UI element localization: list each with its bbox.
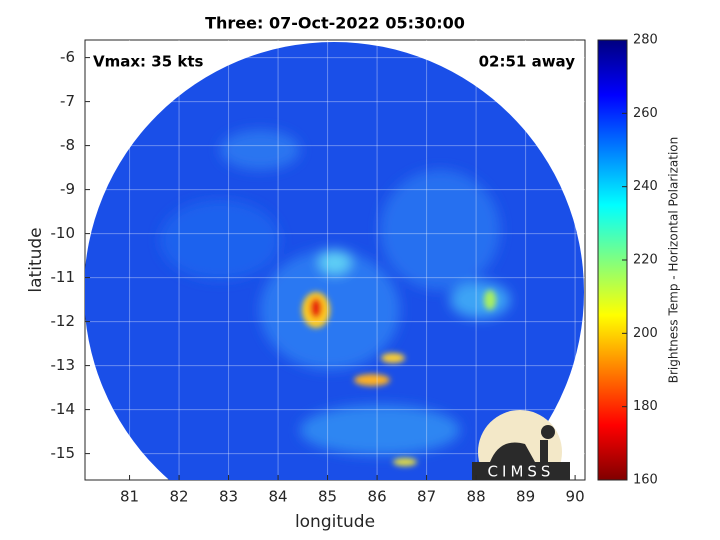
x-tick-label: 87 xyxy=(417,488,436,506)
colorbar-tick-label: 160 xyxy=(633,473,658,488)
y-tick-label: -11 xyxy=(51,268,76,286)
x-tick-label: 89 xyxy=(516,488,535,506)
x-tick-label: 86 xyxy=(368,488,387,506)
colorbar-tick-label: 280 xyxy=(633,33,658,48)
colorbar-tick-label: 260 xyxy=(633,106,658,121)
colorbar-tick-label: 220 xyxy=(633,253,658,268)
x-tick-label: 83 xyxy=(219,488,238,506)
logo-text: CIMSS xyxy=(488,463,555,481)
x-tick-label: 81 xyxy=(120,488,139,506)
colorbar-tick-label: 180 xyxy=(633,399,658,414)
y-tick-label: -8 xyxy=(60,136,75,154)
y-tick-label: -12 xyxy=(51,312,76,330)
colorbar-label: Brightness Temp - Horizontal Polarizatio… xyxy=(667,137,681,384)
colorbar-tick-label: 200 xyxy=(633,326,658,341)
logo: CIMSS xyxy=(472,410,570,481)
y-axis-label: latitude xyxy=(26,227,46,292)
y-tick-label: -6 xyxy=(60,48,75,66)
chart-title: Three: 07-Oct-2022 05:30:00 xyxy=(205,14,465,33)
y-tick-label: -10 xyxy=(51,224,76,242)
y-tick-label: -7 xyxy=(60,92,75,110)
annotation: 02:51 away xyxy=(479,53,576,71)
x-tick-label: 84 xyxy=(269,488,288,506)
y-tick-label: -14 xyxy=(51,400,76,418)
y-tick-label: -13 xyxy=(51,356,76,374)
x-axis-label: longitude xyxy=(295,512,375,532)
colorbar-tick-label: 240 xyxy=(633,179,658,194)
y-tick-label: -15 xyxy=(51,444,76,462)
x-tick-label: 85 xyxy=(318,488,337,506)
swath-image xyxy=(85,42,584,480)
y-tick-label: -9 xyxy=(60,180,75,198)
annotation: Vmax: 35 kts xyxy=(93,53,203,71)
x-tick-label: 90 xyxy=(566,488,585,506)
x-tick-label: 82 xyxy=(170,488,189,506)
x-tick-label: 88 xyxy=(467,488,486,506)
